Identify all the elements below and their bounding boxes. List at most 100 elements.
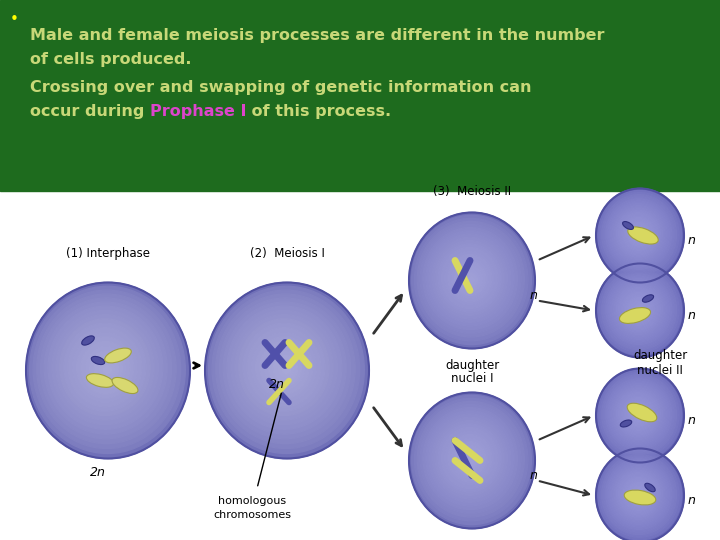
Ellipse shape xyxy=(81,341,130,394)
Ellipse shape xyxy=(56,314,154,420)
Ellipse shape xyxy=(89,351,122,386)
Text: n: n xyxy=(688,309,696,322)
Text: n: n xyxy=(530,289,538,302)
Ellipse shape xyxy=(426,411,514,506)
Text: (3)  Meiosis II: (3) Meiosis II xyxy=(433,185,511,198)
Ellipse shape xyxy=(608,461,670,527)
Ellipse shape xyxy=(628,222,649,246)
Ellipse shape xyxy=(112,377,138,394)
Ellipse shape xyxy=(60,319,150,416)
Ellipse shape xyxy=(212,290,360,449)
Ellipse shape xyxy=(616,285,660,332)
Ellipse shape xyxy=(37,294,176,444)
Ellipse shape xyxy=(602,375,677,455)
Ellipse shape xyxy=(465,273,477,286)
Ellipse shape xyxy=(441,427,498,489)
Ellipse shape xyxy=(438,244,501,312)
Ellipse shape xyxy=(412,395,531,525)
Ellipse shape xyxy=(418,221,524,337)
Ellipse shape xyxy=(282,366,290,374)
Ellipse shape xyxy=(602,455,677,535)
Text: 2n: 2n xyxy=(90,467,106,480)
Ellipse shape xyxy=(596,188,684,282)
Ellipse shape xyxy=(68,328,142,407)
Ellipse shape xyxy=(247,328,321,407)
Ellipse shape xyxy=(621,290,656,328)
Ellipse shape xyxy=(633,302,646,316)
Ellipse shape xyxy=(608,201,670,267)
Ellipse shape xyxy=(44,302,167,434)
Ellipse shape xyxy=(635,410,644,420)
Ellipse shape xyxy=(626,480,652,508)
Ellipse shape xyxy=(64,323,146,411)
Ellipse shape xyxy=(91,356,104,365)
Ellipse shape xyxy=(614,468,662,519)
Ellipse shape xyxy=(602,269,677,349)
Text: Crossing over and swapping of genetic information can: Crossing over and swapping of genetic in… xyxy=(30,80,531,95)
Ellipse shape xyxy=(598,370,682,460)
Ellipse shape xyxy=(48,306,163,429)
Ellipse shape xyxy=(462,449,480,469)
Text: n: n xyxy=(688,494,696,507)
Ellipse shape xyxy=(469,276,474,284)
Ellipse shape xyxy=(435,421,504,495)
Ellipse shape xyxy=(596,368,684,462)
Ellipse shape xyxy=(451,438,489,479)
Ellipse shape xyxy=(264,346,305,390)
Ellipse shape xyxy=(604,197,674,272)
Ellipse shape xyxy=(448,434,492,482)
Ellipse shape xyxy=(451,258,489,299)
Ellipse shape xyxy=(231,310,338,424)
Ellipse shape xyxy=(30,286,185,454)
Ellipse shape xyxy=(604,377,674,452)
Ellipse shape xyxy=(635,490,644,500)
Ellipse shape xyxy=(620,420,631,427)
Ellipse shape xyxy=(423,227,518,329)
Ellipse shape xyxy=(608,276,670,342)
Ellipse shape xyxy=(423,408,518,510)
Ellipse shape xyxy=(415,399,528,521)
Ellipse shape xyxy=(606,274,672,345)
Ellipse shape xyxy=(462,269,480,289)
Ellipse shape xyxy=(619,308,651,323)
Ellipse shape xyxy=(72,332,138,402)
Text: occur during: occur during xyxy=(30,104,150,119)
Ellipse shape xyxy=(94,356,119,382)
Ellipse shape xyxy=(623,293,654,325)
Ellipse shape xyxy=(600,267,679,352)
Text: Male and female meiosis processes are different in the number: Male and female meiosis processes are di… xyxy=(30,28,605,43)
Ellipse shape xyxy=(600,193,679,277)
Text: of this process.: of this process. xyxy=(246,104,392,119)
Ellipse shape xyxy=(623,221,634,229)
Ellipse shape xyxy=(626,400,652,428)
Ellipse shape xyxy=(596,264,684,357)
Ellipse shape xyxy=(621,475,656,512)
Ellipse shape xyxy=(432,417,508,499)
Ellipse shape xyxy=(435,241,504,315)
Ellipse shape xyxy=(645,483,655,492)
Ellipse shape xyxy=(444,431,495,485)
Ellipse shape xyxy=(76,337,134,399)
Ellipse shape xyxy=(243,323,325,411)
Ellipse shape xyxy=(273,356,298,382)
Ellipse shape xyxy=(606,379,672,449)
Ellipse shape xyxy=(628,482,649,506)
Ellipse shape xyxy=(227,306,342,429)
Ellipse shape xyxy=(235,314,333,420)
Text: n: n xyxy=(530,469,538,482)
Ellipse shape xyxy=(103,366,112,374)
Ellipse shape xyxy=(598,191,682,280)
Ellipse shape xyxy=(604,457,674,532)
Text: (2)  Meiosis I: (2) Meiosis I xyxy=(250,247,325,260)
Ellipse shape xyxy=(612,206,665,262)
Ellipse shape xyxy=(612,281,665,337)
Text: nuclei I: nuclei I xyxy=(451,373,493,386)
Ellipse shape xyxy=(612,386,665,442)
Text: Prophase I: Prophase I xyxy=(150,104,246,119)
Ellipse shape xyxy=(626,295,652,323)
Bar xyxy=(0,0,720,191)
Ellipse shape xyxy=(454,261,486,295)
Ellipse shape xyxy=(614,388,662,440)
Ellipse shape xyxy=(637,413,642,417)
Ellipse shape xyxy=(600,453,679,537)
